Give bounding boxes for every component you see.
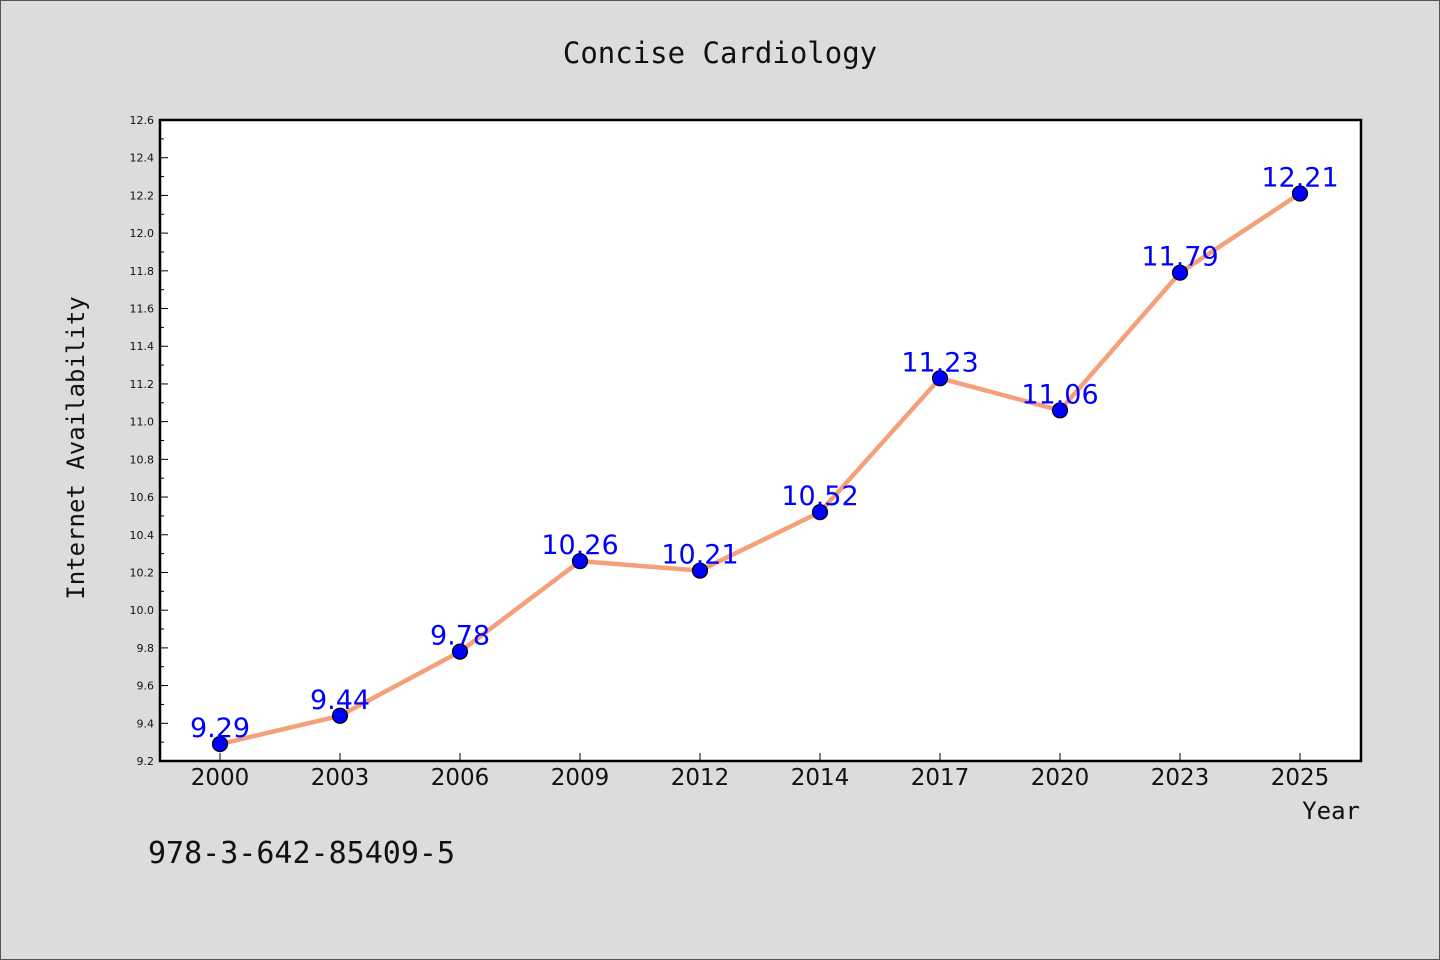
- x-tick-label: 2014: [791, 765, 850, 791]
- data-point: [1171, 264, 1189, 281]
- data-labels-group: 9.29 9.44 9.78 10.26 10.21 10.52 11.23 11.06 11.…: [190, 163, 1339, 745]
- markers-group: [211, 185, 1309, 753]
- x-tick-label: 2003: [311, 765, 370, 791]
- data-label: 11.06: [1021, 379, 1098, 410]
- data-point: [211, 735, 229, 753]
- data-point: [691, 562, 709, 579]
- y-tick-label: 10.2: [130, 566, 155, 579]
- x-tick-label: 2000: [191, 765, 250, 791]
- data-point: [931, 370, 949, 387]
- y-tick-label: 9.6: [137, 680, 155, 693]
- chart-title: Concise Cardiology: [563, 36, 877, 70]
- y-tick-label: 11.2: [130, 378, 155, 391]
- x-tick-label: 2009: [551, 765, 610, 791]
- data-label: 12.21: [1261, 163, 1338, 194]
- data-point: [811, 504, 829, 521]
- y-tick-label: 9.2: [137, 755, 155, 768]
- isbn-text: 978-3-642-85409-5: [148, 836, 455, 871]
- x-tick-label: 2025: [1271, 765, 1330, 791]
- y-tick-label: 10.0: [130, 604, 155, 617]
- y-tick-label: 10.6: [130, 491, 155, 504]
- data-point: [571, 553, 589, 570]
- data-label: 9.44: [310, 685, 370, 716]
- y-tick-label: 12.0: [130, 227, 155, 240]
- series-line: [217, 191, 1303, 747]
- y-tick-label: 10.4: [130, 529, 155, 542]
- x-tick-label: 2017: [911, 765, 970, 791]
- y-tick-label: 11.4: [130, 340, 155, 353]
- y-tick-label: 11.6: [130, 303, 155, 316]
- y-tick-label: 12.6: [130, 114, 155, 127]
- y-axis-label: Internet Availability: [62, 296, 90, 599]
- x-tick-label: 2012: [671, 765, 730, 791]
- data-label: 9.29: [190, 713, 250, 744]
- data-label: 11.23: [901, 347, 978, 378]
- y-tick-label: 9.8: [137, 642, 155, 655]
- plot-area: [158, 118, 1363, 763]
- y-tick-label: 9.4: [137, 717, 155, 730]
- y-axis: 9.2 9.4 9.6 9.8 10.0 10.2 10.4 10.6 10.8 11.0 11.2…: [130, 114, 168, 768]
- x-tick-label: 2006: [431, 765, 490, 791]
- x-axis: 2000 2003 2006 2009 2012 2014 2017 2020 2023 2025: [191, 753, 1330, 791]
- data-label: 11.79: [1141, 242, 1218, 273]
- data-label: 9.78: [430, 621, 490, 652]
- data-point: [331, 707, 349, 724]
- data-point: [451, 643, 469, 660]
- y-tick-label: 10.8: [130, 453, 155, 466]
- data-label: 10.52: [781, 481, 858, 512]
- series-line-group: [217, 191, 1303, 747]
- y-tick-label: 12.2: [130, 189, 155, 202]
- data-label: 10.21: [661, 540, 738, 571]
- data-point: [1291, 185, 1309, 202]
- y-tick-label: 11.0: [130, 416, 155, 429]
- y-tick-label: 11.8: [130, 265, 155, 278]
- data-point: [1051, 402, 1069, 419]
- data-label: 10.26: [541, 530, 618, 561]
- x-tick-label: 2023: [1151, 765, 1210, 791]
- x-axis-label: Year: [1302, 797, 1360, 825]
- y-tick-label: 12.4: [130, 152, 155, 165]
- x-tick-label: 2020: [1031, 765, 1090, 791]
